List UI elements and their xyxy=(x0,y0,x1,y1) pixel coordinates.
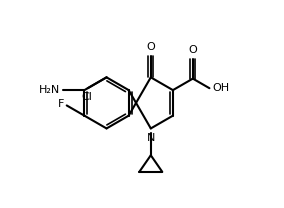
Text: H₂N: H₂N xyxy=(39,85,60,95)
Text: Cl: Cl xyxy=(81,92,92,102)
Text: O: O xyxy=(147,42,155,52)
Text: F: F xyxy=(58,99,64,109)
Text: OH: OH xyxy=(212,83,229,93)
Text: O: O xyxy=(189,46,197,56)
Text: N: N xyxy=(147,133,155,143)
